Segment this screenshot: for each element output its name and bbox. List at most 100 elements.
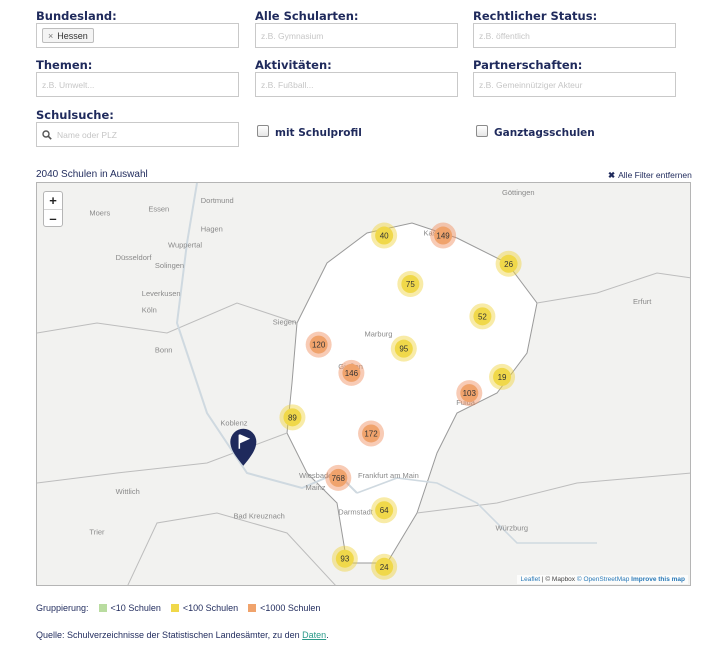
- place-label: Koblenz: [220, 418, 247, 427]
- cluster-marker[interactable]: 120: [305, 331, 332, 358]
- cluster-count: 768: [332, 474, 346, 483]
- legend-swatch-large: [248, 604, 257, 612]
- cluster-marker[interactable]: 95: [390, 335, 417, 362]
- cluster-marker[interactable]: 89: [279, 404, 306, 431]
- location-marker[interactable]: [230, 428, 257, 466]
- cluster-core: [375, 557, 394, 576]
- cluster-marker[interactable]: 64: [371, 497, 398, 524]
- school-clusters: 40 149 26 75 52 120 95 146 19 103 89 172 768 64 93 24: [279, 222, 522, 580]
- cluster-core: [362, 424, 381, 443]
- source-suffix: .: [326, 630, 329, 640]
- aktivitaeten-label: Aktivitäten:: [255, 58, 332, 72]
- bundesland-label: Bundesland:: [36, 9, 117, 23]
- cluster-marker[interactable]: 52: [469, 303, 496, 330]
- close-icon: ✖: [608, 170, 616, 180]
- cluster-core: [375, 226, 394, 245]
- cluster-count: 64: [380, 506, 389, 515]
- schulprofil-checkbox[interactable]: [257, 125, 269, 137]
- cluster-marker[interactable]: 40: [371, 222, 398, 249]
- place-label: Fulda: [456, 398, 476, 407]
- place-label: Köln: [142, 305, 157, 314]
- cluster-marker[interactable]: 146: [338, 359, 365, 386]
- clear-filters-label: Alle Filter entfernen: [618, 170, 692, 180]
- state-border: [416, 472, 690, 514]
- ganztag-checkbox[interactable]: [476, 125, 488, 137]
- place-label: Erfurt: [633, 297, 652, 306]
- place-label: Essen: [148, 204, 169, 213]
- remove-tag-icon[interactable]: ×: [48, 30, 54, 41]
- schulsuche-input[interactable]: Name oder PLZ: [36, 122, 239, 147]
- cluster-count: 149: [436, 232, 450, 241]
- bundesland-select[interactable]: × Hessen: [36, 23, 239, 48]
- zoom-in-button[interactable]: +: [49, 193, 57, 208]
- schularten-input[interactable]: z.B. Gymnasium: [255, 23, 458, 48]
- cluster-count: 120: [312, 341, 326, 350]
- cluster-marker[interactable]: 103: [456, 380, 483, 407]
- cluster-count: 26: [504, 260, 513, 269]
- legend-label-small: <10 Schulen: [110, 603, 161, 613]
- aktivitaeten-input[interactable]: z.B. Fußball...: [255, 72, 458, 97]
- place-label: Wiesbaden: [299, 471, 337, 480]
- place-label: Bonn: [155, 346, 173, 355]
- zoom-out-button[interactable]: –: [44, 209, 62, 226]
- cluster-core: [394, 339, 413, 358]
- place-label: Wuppertal: [168, 241, 202, 250]
- cluster-count: 146: [345, 369, 359, 378]
- map-pin-icon[interactable]: [230, 428, 257, 466]
- cluster-core: [401, 275, 420, 293]
- grouping-legend: Gruppierung: <10 Schulen <100 Schulen <1…: [36, 603, 320, 613]
- cluster-marker[interactable]: 93: [331, 545, 358, 572]
- bundesland-tag[interactable]: × Hessen: [42, 28, 94, 43]
- place-label: Bad Kreuznach: [234, 511, 285, 520]
- status-label: Rechtlicher Status:: [473, 9, 598, 23]
- schulsuche-label: Schulsuche:: [36, 108, 114, 122]
- source-note: Quelle: Schulverzeichnisse der Statistis…: [36, 630, 329, 640]
- legend-swatch-small: [98, 604, 107, 612]
- place-label: Frankfurt am Main: [358, 471, 419, 480]
- river-main: [356, 477, 597, 544]
- leaflet-link[interactable]: Leaflet: [520, 576, 541, 583]
- place-label: Moers: [89, 208, 110, 217]
- place-label: Mainz: [306, 483, 326, 492]
- clear-filters-link[interactable]: ✖ Alle Filter entfernen: [608, 170, 695, 181]
- cluster-core: [493, 367, 512, 386]
- state-border: [37, 302, 298, 334]
- legend-swatch-medium: [170, 604, 179, 612]
- place-label: Darmstadt: [338, 507, 374, 516]
- cluster-marker[interactable]: 75: [397, 271, 424, 297]
- cluster-marker[interactable]: 19: [489, 363, 516, 390]
- partnerschaften-input[interactable]: z.B. Gemeinnütziger Akteur: [473, 72, 676, 97]
- map-attribution: Leaflet | © Mapbox © OpenStreetMap Impro…: [517, 575, 688, 584]
- cluster-marker[interactable]: 172: [358, 420, 385, 447]
- cluster-core: [460, 384, 479, 403]
- themen-input[interactable]: z.B. Umwelt...: [36, 72, 239, 97]
- place-label: Wittlich: [116, 487, 140, 496]
- cluster-marker[interactable]: 768: [325, 464, 352, 491]
- status-input[interactable]: z.B. öffentlich: [473, 23, 676, 48]
- map-canvas[interactable]: Dortmund Göttingen Hagen Moers Essen Wupperta…: [37, 183, 691, 586]
- cluster-marker[interactable]: 26: [495, 250, 522, 277]
- improve-map-link[interactable]: Improve this map: [631, 576, 685, 583]
- schools-map[interactable]: Dortmund Göttingen Hagen Moers Essen Wupperta…: [36, 182, 691, 586]
- schularten-label: Alle Schularten:: [255, 9, 359, 23]
- place-label: Siegen: [273, 317, 296, 326]
- ganztag-label[interactable]: Ganztagsschulen: [494, 127, 595, 139]
- cluster-core: [473, 307, 492, 326]
- cluster-count: 52: [478, 312, 487, 321]
- data-link[interactable]: Daten: [302, 630, 327, 640]
- place-label: Trier: [89, 527, 105, 536]
- place-label: Marburg: [365, 330, 393, 339]
- place-labels: Dortmund Göttingen Hagen Moers Essen Wupperta…: [89, 188, 652, 536]
- legend-title: Gruppierung:: [36, 603, 89, 613]
- search-icon: [42, 129, 52, 140]
- cluster-count: 89: [288, 413, 297, 422]
- cluster-marker[interactable]: 149: [430, 222, 457, 249]
- schulprofil-label[interactable]: mit Schulprofil: [275, 127, 362, 139]
- cluster-count: 40: [380, 232, 389, 241]
- cluster-marker[interactable]: 24: [371, 553, 398, 580]
- place-label: Göttingen: [502, 188, 535, 197]
- flag-icon: [238, 434, 251, 449]
- partnerschaften-label: Partnerschaften:: [473, 58, 583, 72]
- osm-link[interactable]: © OpenStreetMap: [576, 576, 630, 583]
- cluster-core: [375, 501, 394, 520]
